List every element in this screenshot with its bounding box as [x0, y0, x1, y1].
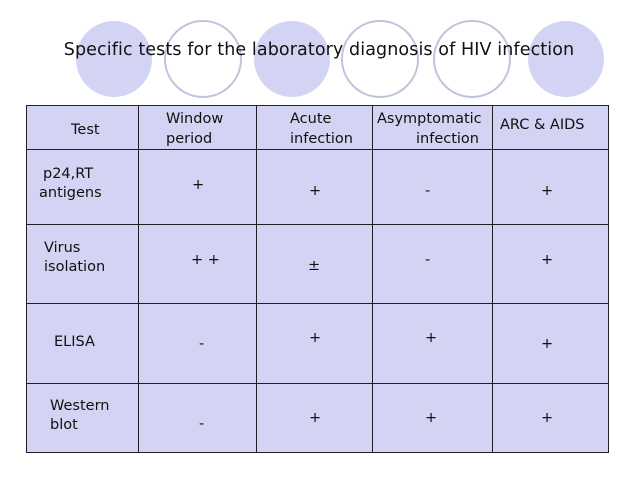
header-acute-infection: Acute infection — [256, 105, 373, 150]
header-test-label: Test — [71, 122, 100, 138]
result-value: ± — [308, 258, 321, 274]
header-arc-aids: ARC & AIDS — [492, 105, 609, 150]
result-value: - — [199, 336, 205, 352]
test-name-line2: isolation — [44, 259, 106, 275]
result-value: + — [425, 410, 438, 426]
test-name-line1: Western — [50, 398, 110, 414]
result-value: + — [541, 410, 554, 426]
decor-circle-6 — [528, 21, 604, 97]
test-name-line2: blot — [50, 417, 78, 433]
result-value: - — [425, 252, 431, 268]
decor-circle-3 — [254, 21, 330, 97]
header-asym-line1: Asymptomatic — [377, 111, 482, 127]
slide-title: Specific tests for the laboratory diagno… — [63, 40, 575, 60]
result-value: + — [541, 183, 554, 199]
cell-test: Virus isolation — [26, 224, 139, 304]
test-name-line1: ELISA — [54, 334, 95, 350]
cell-test: ELISA — [26, 303, 139, 384]
cell-acute: + — [256, 303, 373, 384]
result-value: - — [425, 183, 431, 199]
cell-window: + — [138, 149, 257, 225]
decor-circle-4 — [341, 20, 419, 98]
cell-test: p24,RT antigens — [26, 149, 139, 225]
cell-acute: + — [256, 149, 373, 225]
cell-asymptomatic: + — [372, 303, 493, 384]
header-arc-label: ARC & AIDS — [500, 117, 585, 133]
result-value: + — [309, 183, 322, 199]
header-test: Test — [26, 105, 139, 150]
cell-asymptomatic: - — [372, 149, 493, 225]
table-row: Western blot - + + + — [26, 383, 609, 453]
header-asym-line2: infection — [416, 131, 479, 147]
test-name-line2: antigens — [39, 185, 102, 201]
cell-window: - — [138, 383, 257, 453]
table-row: Virus isolation + + ± - + — [26, 224, 609, 304]
cell-arc-aids: + — [492, 224, 609, 304]
result-value: - — [199, 416, 205, 432]
table-row: p24,RT antigens + + - + — [26, 149, 609, 225]
decor-circle-1 — [76, 21, 152, 97]
cell-test: Western blot — [26, 383, 139, 453]
result-value: + — [192, 177, 205, 193]
cell-arc-aids: + — [492, 383, 609, 453]
cell-window: + + — [138, 224, 257, 304]
test-name-line1: p24,RT — [43, 166, 94, 182]
cell-arc-aids: + — [492, 303, 609, 384]
cell-acute: + — [256, 383, 373, 453]
result-value: + — [309, 330, 322, 346]
header-window-line2: period — [166, 131, 213, 147]
cell-acute: ± — [256, 224, 373, 304]
header-window-period: Window period — [138, 105, 257, 150]
decor-circle-5 — [433, 20, 511, 98]
result-value: + + — [191, 252, 220, 268]
cell-asymptomatic: + — [372, 383, 493, 453]
cell-arc-aids: + — [492, 149, 609, 225]
result-value: + — [309, 410, 322, 426]
header-acute-line1: Acute — [290, 111, 332, 127]
result-value: + — [425, 330, 438, 346]
header-window-line1: Window — [166, 111, 224, 127]
result-value: + — [541, 336, 554, 352]
table-row: ELISA - + + + — [26, 303, 609, 384]
test-name-line1: Virus — [44, 240, 81, 256]
cell-window: - — [138, 303, 257, 384]
table-header-row: Test Window period Acute infection Asymp… — [26, 105, 609, 150]
header-acute-line2: infection — [290, 131, 353, 147]
header-asymptomatic-infection: Asymptomatic infection — [372, 105, 493, 150]
cell-asymptomatic: - — [372, 224, 493, 304]
decor-circle-2 — [164, 20, 242, 98]
result-value: + — [541, 252, 554, 268]
hiv-tests-table: Test Window period Acute infection Asymp… — [26, 105, 609, 453]
